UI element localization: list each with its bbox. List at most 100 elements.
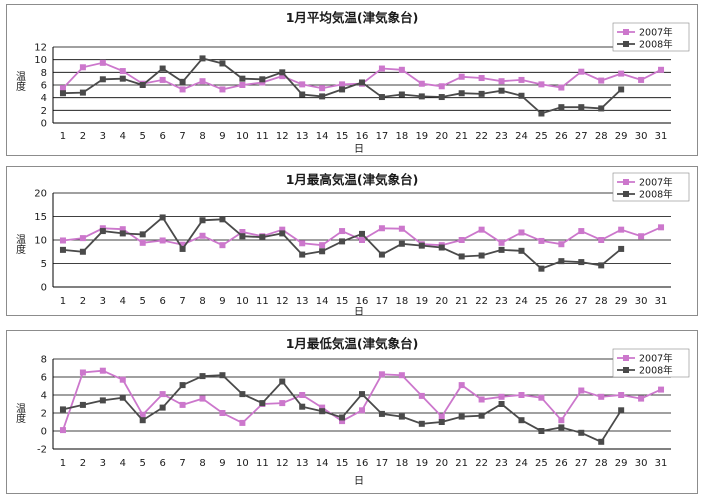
data-point	[398, 225, 405, 232]
x-tick-label: 26	[555, 296, 568, 307]
x-tick-label: 22	[475, 458, 488, 469]
data-point	[199, 55, 206, 62]
x-tick-label: 25	[535, 131, 548, 142]
chart-min-temperature: 1月最低気温(津気象台) -2 0 2 4 6 8 1 2 3 4 5 6 7 8 9 10 11 12 13 14 15…	[6, 330, 698, 494]
data-point	[59, 237, 66, 244]
data-point	[139, 239, 146, 246]
data-point	[159, 404, 166, 411]
x-tick-label: 29	[615, 131, 628, 142]
data-point	[578, 228, 585, 235]
x-tick-label: 4	[120, 296, 126, 307]
data-point	[119, 226, 126, 233]
x-tick-label: 22	[475, 296, 488, 307]
x-tick-label: 17	[376, 131, 389, 142]
data-point	[498, 401, 505, 407]
x-tick-label: 19	[415, 458, 428, 469]
data-point	[418, 420, 425, 427]
data-point	[239, 82, 246, 88]
data-point	[139, 231, 146, 238]
x-tick-label: 25	[535, 458, 548, 469]
data-point	[139, 82, 146, 88]
data-point	[558, 258, 565, 265]
x-tick-label: 26	[555, 458, 568, 469]
data-point	[378, 94, 385, 101]
data-point	[319, 93, 326, 100]
data-point	[438, 94, 445, 101]
legend-label: 2007年	[639, 177, 673, 189]
x-tick-label: 13	[296, 296, 309, 307]
data-point	[239, 233, 246, 240]
data-point	[199, 78, 206, 85]
data-point	[119, 68, 126, 75]
series-line	[62, 369, 662, 431]
x-tick-label: 23	[495, 131, 508, 142]
data-point	[398, 91, 405, 98]
data-point	[478, 90, 485, 97]
data-point	[219, 216, 226, 223]
x-tick-label: 21	[455, 131, 468, 142]
x-tick-label: 2	[80, 458, 86, 469]
x-tick-label: 28	[595, 296, 608, 307]
x-tick-label: 27	[575, 131, 588, 142]
data-point	[279, 73, 286, 80]
data-point	[119, 230, 126, 237]
data-point	[59, 90, 66, 97]
data-point	[518, 229, 525, 236]
data-point	[518, 92, 525, 99]
data-point	[239, 229, 246, 236]
x-tick-label: 6	[159, 131, 165, 142]
data-point	[319, 404, 326, 411]
y-tick-label: 2	[41, 106, 47, 117]
x-tick-label: 20	[435, 131, 448, 142]
data-point	[458, 237, 465, 243]
data-point	[159, 214, 166, 221]
data-point	[598, 438, 605, 445]
data-point	[119, 376, 126, 383]
y-tick-label: -2	[37, 445, 47, 456]
data-point	[398, 372, 405, 379]
data-point	[259, 234, 266, 241]
x-tick-label: 15	[336, 296, 349, 307]
data-point	[339, 238, 346, 245]
x-tick-label: 31	[655, 131, 668, 142]
data-point	[299, 392, 306, 398]
data-point	[239, 75, 246, 82]
data-point	[458, 413, 465, 420]
x-tick-label: 27	[575, 458, 588, 469]
data-point	[598, 77, 605, 84]
data-point	[478, 252, 485, 259]
data-point	[498, 239, 505, 246]
x-tick-label: 26	[555, 131, 568, 142]
data-point	[478, 396, 485, 403]
x-tick-label: 28	[595, 131, 608, 142]
x-tick-label: 14	[316, 131, 329, 142]
x-tick-label: 12	[276, 458, 289, 469]
x-tick-label: 13	[296, 131, 309, 142]
chart-title: 1月最高気温(津気象台)	[286, 172, 419, 187]
data-point	[219, 242, 226, 249]
data-point	[339, 81, 346, 88]
x-tick-label: 9	[219, 458, 225, 469]
x-tick-label: 10	[236, 458, 249, 469]
data-point	[418, 93, 425, 100]
data-point	[418, 242, 425, 249]
data-point	[99, 367, 106, 374]
legend-marker	[623, 355, 629, 361]
x-tick-label: 22	[475, 131, 488, 142]
data-point	[478, 75, 485, 82]
data-point	[398, 66, 405, 73]
x-tick-label: 24	[515, 296, 528, 307]
data-point	[378, 225, 385, 232]
data-point	[438, 244, 445, 251]
data-point	[438, 413, 445, 420]
data-point	[179, 78, 186, 85]
x-tick-label: 10	[236, 296, 249, 307]
data-point	[618, 70, 625, 77]
data-point	[179, 245, 186, 252]
x-tick-label: 30	[635, 296, 648, 307]
x-tick-label: 11	[256, 458, 269, 469]
data-point	[478, 226, 485, 233]
x-tick-label: 4	[120, 458, 126, 469]
data-point	[219, 60, 226, 67]
data-point	[79, 369, 86, 376]
